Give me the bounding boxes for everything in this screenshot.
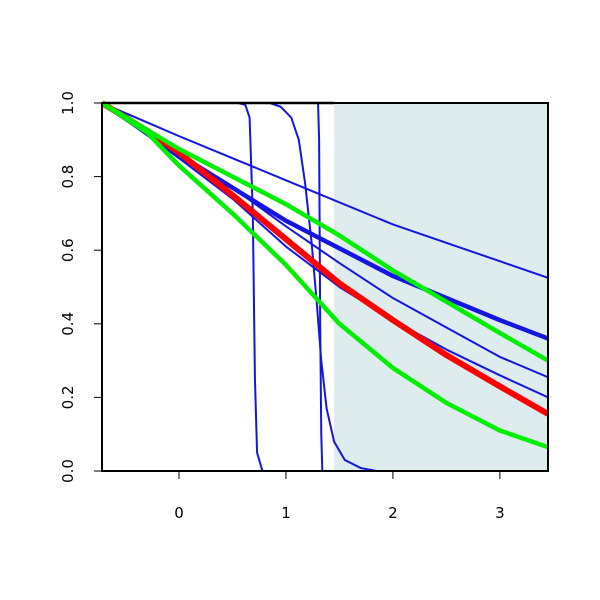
x-tick-label: 1 [281,504,291,522]
y-tick-label: 0.6 [59,238,77,262]
y-tick-label: 0.4 [59,312,77,336]
series-line-10 [102,101,548,363]
plot-frame [101,102,549,472]
series-line-11 [102,101,548,450]
series-layer [102,100,548,472]
x-tick-label: 0 [174,504,184,522]
x-tick-label: 2 [388,504,398,522]
series-line-6 [102,102,548,472]
plot-region [334,103,548,471]
x-tick-label: 3 [495,504,505,522]
shaded-region [334,103,548,471]
y-tick-label: 0.8 [59,165,77,189]
x-axis: 0 1 2 3 [174,471,505,522]
series-line-1 [102,102,548,279]
y-tick-label: 0.2 [59,385,77,409]
y-tick-label: 1.0 [59,91,77,115]
y-tick-label: 0.0 [59,459,77,483]
y-axis: 0.0 0.2 0.4 0.6 0.8 1.0 [59,91,102,483]
